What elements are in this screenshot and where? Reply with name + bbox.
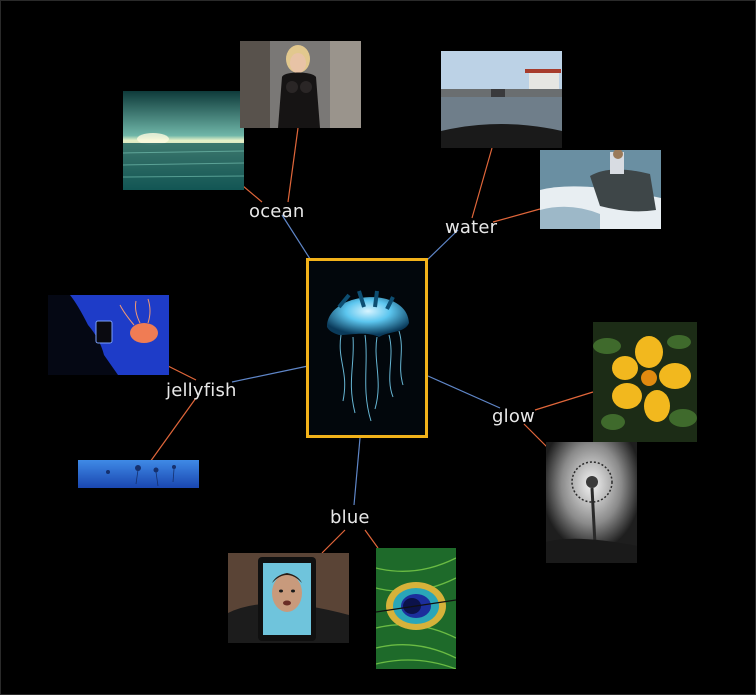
blonde-avatar-photo [240, 41, 361, 128]
tag-label-water[interactable]: water [445, 217, 498, 238]
tag-label-ocean[interactable]: ocean [249, 201, 305, 222]
peacock-feather-thumbnail[interactable] [376, 548, 456, 669]
link-blue-peacock [364, 529, 379, 549]
blue-aquarium-strip-thumbnail[interactable] [78, 460, 199, 488]
link-water-street [471, 147, 493, 219]
sunset-sea-photo [123, 91, 244, 190]
link-water-river [492, 208, 541, 223]
river-rocks-thumbnail[interactable] [540, 150, 661, 229]
link-ocean-sea [242, 185, 263, 203]
tag-label-blue[interactable]: blue [330, 507, 370, 528]
flooded-street-thumbnail[interactable] [441, 51, 562, 148]
river-rocks-photo [540, 150, 661, 229]
link-center-blue [353, 437, 361, 506]
tag-label-glow[interactable]: glow [492, 406, 535, 427]
center-jellyfish-image[interactable] [306, 258, 428, 438]
link-jelly-strip [149, 397, 197, 463]
aquarium-jellyfish-photo [48, 295, 169, 375]
link-glow-flower [534, 391, 594, 411]
peacock-feather-photo [376, 548, 456, 669]
tag-label-jellyfish[interactable]: jellyfish [166, 380, 237, 401]
flooded-street-photo [441, 51, 562, 148]
link-center-water [424, 229, 459, 263]
yellow-flower-photo [593, 322, 697, 442]
link-blue-face [321, 529, 346, 554]
sunset-sea-thumbnail[interactable] [123, 91, 244, 190]
dandelion-thumbnail[interactable] [546, 442, 637, 563]
aquarium-jellyfish-thumbnail[interactable] [48, 295, 169, 375]
link-center-jellyfish [231, 365, 309, 383]
glowing-jellyfish-photo [309, 261, 425, 435]
link-jelly-aquarium [167, 365, 197, 381]
blue-aquarium-strip-photo [78, 460, 199, 488]
face-on-screen-photo [228, 553, 349, 643]
link-center-ocean [281, 214, 313, 263]
dandelion-photo [546, 442, 637, 563]
yellow-flower-thumbnail[interactable] [593, 322, 697, 442]
link-center-glow [427, 375, 501, 409]
link-ocean-avatar [287, 127, 299, 203]
blonde-avatar-thumbnail[interactable] [240, 41, 361, 128]
link-glow-dandelion [523, 423, 549, 449]
face-on-screen-thumbnail[interactable] [228, 553, 349, 643]
